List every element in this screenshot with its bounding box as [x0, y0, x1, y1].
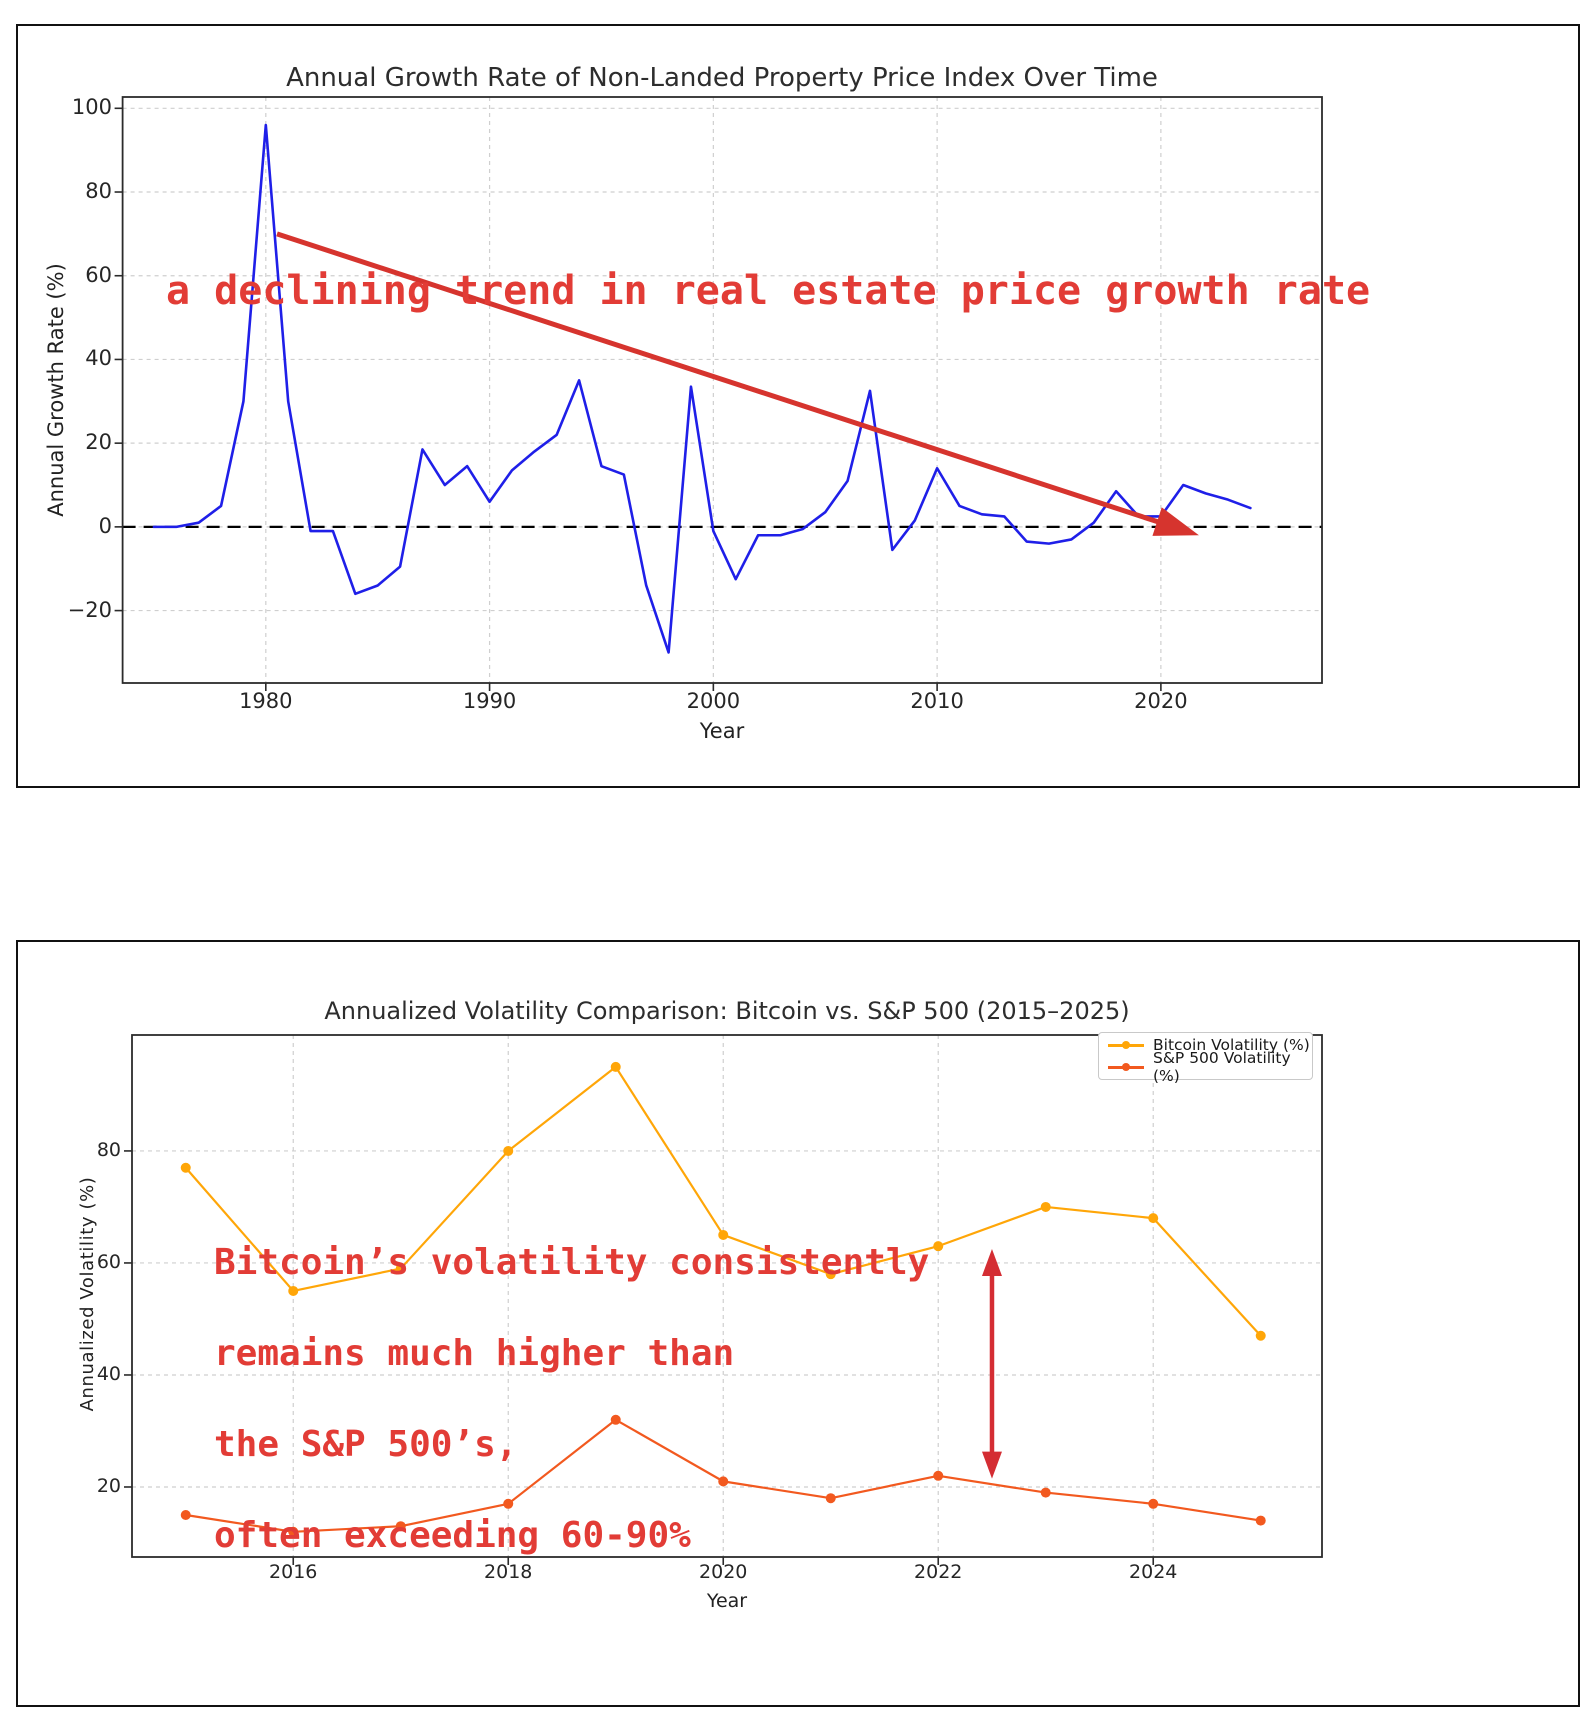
- chart-title-top: Annual Growth Rate of Non-Landed Propert…: [286, 63, 1158, 93]
- annotation-line-3: the S&P 500’s,: [214, 1424, 518, 1465]
- data-point-marker: [718, 1229, 729, 1240]
- y-tick-label: −20: [67, 597, 112, 622]
- x-tick-label: 2020: [699, 1561, 748, 1583]
- y-tick-label: 80: [96, 1139, 121, 1162]
- data-point-marker: [180, 1509, 191, 1520]
- data-point-marker: [288, 1285, 299, 1296]
- y-tick-label: 20: [96, 1475, 121, 1498]
- x-tick-label: 1980: [239, 689, 293, 713]
- bitcoin-line-swatch-icon: [1108, 1040, 1144, 1050]
- x-axis-label-top: Year: [699, 719, 745, 743]
- x-tick-label: 2020: [1134, 689, 1188, 713]
- data-point-marker: [610, 1061, 621, 1072]
- data-point-marker: [288, 1526, 299, 1537]
- x-tick-label: 2000: [686, 689, 741, 713]
- data-point-marker: [1255, 1515, 1266, 1526]
- annotation-line-1: Bitcoin’s volatility consistently: [214, 1242, 930, 1283]
- data-point-marker: [1148, 1213, 1159, 1224]
- plot-spines: [121, 96, 1323, 684]
- data-point-marker: [610, 1414, 621, 1425]
- data-point-marker: [1148, 1498, 1159, 1509]
- plot-spines: [131, 1034, 1323, 1558]
- y-tick-label: 80: [85, 178, 112, 203]
- data-point-marker: [503, 1145, 514, 1156]
- legend: Bitcoin Volatility (%) S&P 500 Volatilit…: [1098, 1032, 1313, 1085]
- data-point-marker: [825, 1493, 836, 1504]
- data-point-marker: [1255, 1330, 1266, 1341]
- x-axis-label-bottom: Year: [706, 1590, 748, 1612]
- x-tick-label: 2016: [269, 1561, 318, 1583]
- data-point-marker: [395, 1263, 406, 1274]
- y-tick-label: 60: [96, 1251, 121, 1274]
- legend-label-sp500: S&P 500 Volatility (%): [1153, 1049, 1291, 1085]
- sp500-line-swatch-icon: [1108, 1062, 1144, 1072]
- x-tick-label: 2010: [910, 689, 964, 713]
- annotation-line-4: often exceeding 60-90%: [214, 1515, 691, 1556]
- annotation-arrow-head: [1152, 507, 1199, 536]
- x-tick-label: 1990: [462, 689, 517, 713]
- y-tick-label: 40: [85, 346, 112, 371]
- y-tick-label: 40: [96, 1363, 121, 1386]
- legend-entry-sp500: S&P 500 Volatility (%): [1108, 1049, 1312, 1085]
- x-tick-label: 2018: [484, 1561, 533, 1583]
- y-tick-label: 60: [85, 262, 112, 287]
- data-point-marker: [1040, 1201, 1051, 1212]
- data-point-marker: [503, 1498, 514, 1509]
- data-point-marker: [825, 1269, 836, 1280]
- data-point-marker: [1040, 1487, 1051, 1498]
- figure-volatility-comparison: [16, 940, 1580, 1707]
- annotation-arrow: [276, 231, 1167, 527]
- y-tick-label: 100: [71, 95, 112, 120]
- legend-label-bitcoin: Bitcoin Volatility (%): [1153, 1036, 1310, 1054]
- x-tick-label: 2022: [914, 1561, 963, 1583]
- data-point-marker: [933, 1241, 944, 1252]
- annotation-bitcoin-volatility: Bitcoin’s volatility consistently remain…: [214, 1240, 929, 1559]
- y-tick-label: 0: [98, 513, 112, 538]
- y-axis-label-bottom: Annualized Volatility (%): [77, 1176, 98, 1412]
- data-point-marker: [718, 1476, 729, 1487]
- x-tick-label: 2024: [1129, 1561, 1178, 1583]
- annotation-declining-trend: a declining trend in real estate price g…: [166, 268, 1371, 314]
- annotation-arrow-head: [981, 1451, 1002, 1479]
- data-point-marker: [395, 1521, 406, 1532]
- chart-title-bottom: Annualized Volatility Comparison: Bitcoi…: [324, 997, 1130, 1025]
- y-tick-label: 20: [85, 430, 112, 455]
- annotation-line-2: remains much higher than: [214, 1333, 735, 1374]
- data-point-marker: [933, 1470, 944, 1481]
- legend-entry-bitcoin: Bitcoin Volatility (%): [1108, 1035, 1312, 1055]
- annotation-arrow-head: [981, 1248, 1002, 1276]
- series-line: [152, 123, 1252, 654]
- data-point-marker: [180, 1162, 191, 1173]
